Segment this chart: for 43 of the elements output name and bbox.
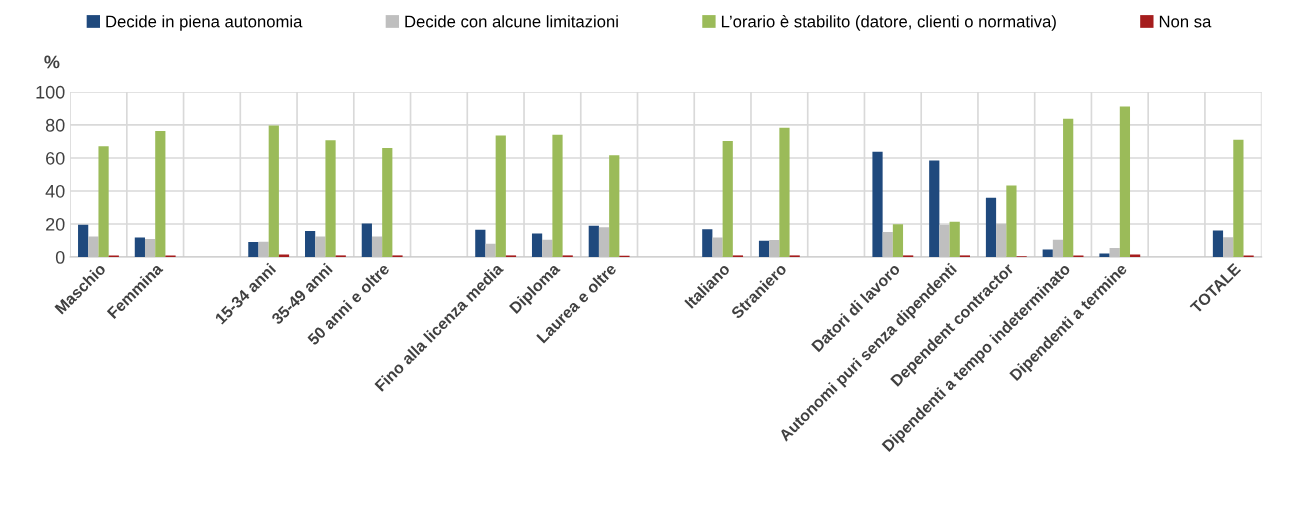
legend-label: L’orario è stabilito (datore, clienti o normativa) xyxy=(721,14,1056,31)
bar xyxy=(134,237,145,258)
bar xyxy=(949,221,960,258)
bar xyxy=(268,125,279,258)
bar xyxy=(361,223,372,258)
bar xyxy=(531,233,543,258)
bar xyxy=(872,151,883,258)
y-tick-label: 20 xyxy=(46,217,65,231)
y-tick-label: 40 xyxy=(45,184,65,198)
bar xyxy=(1099,253,1110,258)
y-tick-label: 80 xyxy=(45,118,65,132)
bar xyxy=(985,197,997,258)
bar xyxy=(702,229,713,258)
bar xyxy=(1063,118,1074,258)
bar xyxy=(1233,139,1244,258)
bar xyxy=(1006,185,1017,258)
bar xyxy=(382,147,393,258)
y-tick-label: 60 xyxy=(46,151,65,165)
legend-label: Decide con alcune limitazioni xyxy=(405,15,618,28)
bar xyxy=(722,141,733,258)
legend-label: Decide in piena autonomia xyxy=(106,15,303,31)
bar xyxy=(779,127,790,258)
bar xyxy=(305,230,316,258)
bar xyxy=(588,225,599,258)
y-tick-label: 0 xyxy=(55,250,65,264)
bar xyxy=(78,224,89,258)
bar xyxy=(475,229,486,258)
bar xyxy=(98,146,109,258)
legend-label: Non sa xyxy=(1159,15,1212,28)
y-tick-label: 100 xyxy=(36,85,65,99)
bar xyxy=(248,242,259,258)
bar xyxy=(155,131,166,258)
bar xyxy=(552,134,563,258)
bar xyxy=(892,224,904,258)
bar xyxy=(1212,230,1224,258)
bar xyxy=(495,135,506,258)
bar xyxy=(325,140,336,258)
bar xyxy=(1042,249,1053,258)
bar xyxy=(929,160,940,258)
bar xyxy=(609,155,620,258)
y-axis-title: % xyxy=(44,55,60,69)
bar xyxy=(1119,106,1131,258)
bar xyxy=(758,240,770,258)
